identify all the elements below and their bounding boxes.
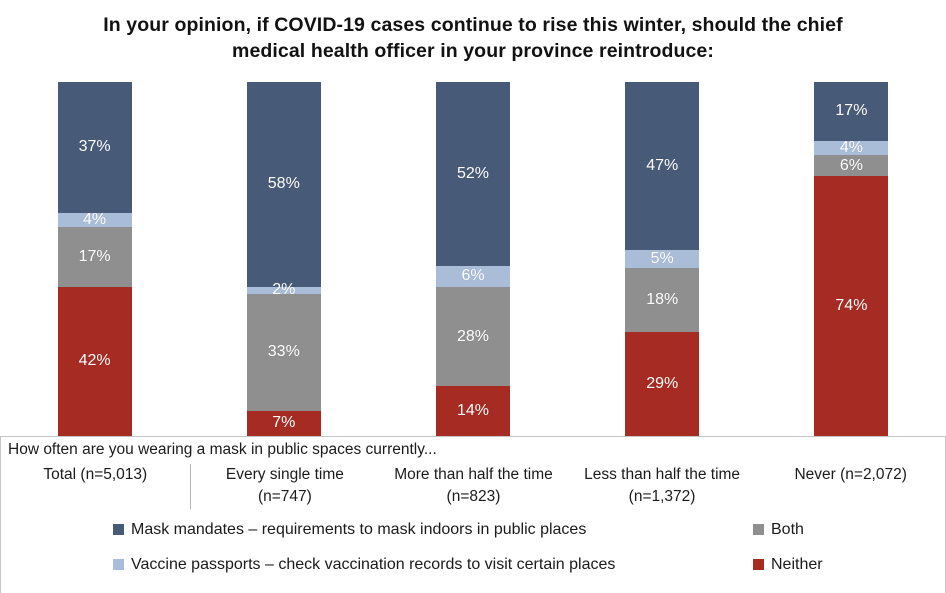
category-row: Total (n=5,013) Every single time (n=747)… (1, 463, 945, 509)
legend-label: Neither (771, 555, 823, 573)
segment-value-label: 47% (646, 156, 679, 174)
bar-segment-vaccine-passports: 6% (436, 265, 510, 287)
segment-value-label: 17% (78, 247, 111, 265)
segment-value-label: 17% (835, 102, 868, 120)
segment-value-label: 18% (646, 290, 679, 308)
x-axis-title: How often are you wearing a mask in publ… (8, 440, 437, 458)
bar-segment-mask-mandates: 47% (625, 81, 700, 250)
bar-segment-both: 6% (814, 155, 889, 177)
bar-segment-vaccine-passports: 5% (625, 249, 700, 268)
segment-value-label: 28% (456, 327, 490, 345)
category-label: Total (n=5,013) (1, 463, 191, 509)
category-label: Less than half the time (n=1,372) (584, 465, 741, 506)
bar-segment-vaccine-passports: 4% (57, 210, 132, 228)
segment-value-label: 52% (456, 164, 490, 182)
legend-label: Both (771, 520, 804, 538)
category-label: Every single time (n=747) (225, 465, 344, 506)
bar-segment-mask-mandates: 37% (57, 81, 132, 213)
segment-value-label: 37% (78, 138, 111, 156)
axis-box: How often are you wearing a mask in publ… (0, 435, 946, 593)
bar-column: 58% 2% 33% 7% (189, 81, 378, 436)
bar-segment-mask-mandates: 17% (814, 81, 889, 142)
legend-swatch-neither (753, 559, 764, 571)
bar-segment-neither: 7% (246, 410, 321, 436)
segment-value-label: 5% (650, 249, 674, 267)
stacked-bar: 58% 2% 33% 7% (246, 81, 321, 436)
bar-segment-mask-mandates: 52% (436, 81, 510, 266)
category-label: More than half the time (n=823) (394, 465, 553, 506)
bar-segment-vaccine-passports: 4% (814, 139, 889, 157)
bar-segment-vaccine-passports: 2% (246, 282, 321, 298)
stacked-bar: 37% 4% 17% 42% (57, 81, 132, 436)
legend-swatch-mask-mandates (113, 524, 124, 536)
segment-value-label: 4% (83, 210, 107, 228)
stacked-bar: 52% 6% 28% 14% (436, 81, 510, 436)
bar-segment-both: 17% (57, 226, 132, 287)
bar-segment-neither: 74% (814, 176, 889, 436)
legend-item-both: Both (753, 521, 945, 539)
bar-column: 17% 4% 6% 74% (757, 81, 946, 436)
legend-swatch-vaccine-passports (113, 559, 124, 571)
segment-value-label: 4% (839, 139, 863, 157)
legend: Mask mandates – requirements to mask ind… (1, 521, 945, 574)
bar-segment-both: 18% (625, 267, 700, 332)
segment-value-label: 42% (78, 352, 111, 370)
category-label: Never (n=2,072) (794, 465, 907, 483)
segment-value-label: 6% (461, 267, 485, 285)
legend-item-mask-mandates: Mask mandates – requirements to mask ind… (113, 521, 753, 539)
bar-column: 47% 5% 18% 29% (568, 81, 757, 436)
bar-segment-mask-mandates: 58% (246, 81, 321, 287)
bar-segment-neither: 42% (57, 286, 132, 436)
legend-label: Vaccine passports – check vaccination re… (131, 555, 616, 573)
bar-segment-neither: 14% (436, 386, 510, 436)
segment-value-label: 58% (267, 175, 300, 193)
stacked-bar: 17% 4% 6% 74% (814, 81, 889, 436)
chart-plot: 37% 4% 17% 42% 58% 2% 33% 7% 52% 6% 28% 14% 47% 5% 18%… (0, 81, 946, 436)
segment-value-label: 33% (267, 343, 300, 361)
chart-title: In your opinion, if COVID-19 cases conti… (103, 14, 843, 63)
bar-segment-neither: 29% (625, 331, 700, 436)
bar-segment-both: 33% (246, 294, 321, 411)
bar-column: 37% 4% 17% 42% (0, 81, 189, 436)
stacked-bar: 47% 5% 18% 29% (625, 81, 700, 436)
segment-value-label: 29% (646, 374, 679, 392)
bar-column: 52% 6% 28% 14% (378, 81, 567, 436)
segment-value-label: 2% (272, 281, 296, 299)
segment-value-label: 6% (839, 156, 863, 174)
bar-segment-both: 28% (436, 286, 510, 387)
segment-value-label: 74% (835, 296, 868, 314)
segment-value-label: 7% (272, 414, 296, 432)
legend-label: Mask mandates – requirements to mask ind… (131, 520, 587, 538)
legend-swatch-both (753, 524, 764, 536)
legend-item-vaccine-passports: Vaccine passports – check vaccination re… (113, 556, 753, 574)
legend-item-neither: Neither (753, 556, 945, 574)
segment-value-label: 14% (456, 401, 490, 419)
